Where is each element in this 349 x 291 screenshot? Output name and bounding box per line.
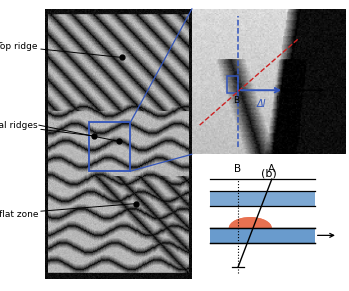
- Text: Central flat zone: Central flat zone: [0, 204, 136, 219]
- Ellipse shape: [229, 217, 272, 239]
- Text: Lateral ridges: Lateral ridges: [0, 120, 94, 136]
- Bar: [192, 228, 346, 279]
- Text: $\vec{l}$: $\vec{l}$: [341, 228, 348, 243]
- Bar: [227, 76, 238, 93]
- Text: $\vec{l}$: $\vec{l}$: [330, 83, 336, 98]
- Bar: [207, 228, 330, 279]
- Bar: [89, 123, 131, 171]
- Bar: [210, 191, 315, 206]
- Bar: [210, 228, 315, 243]
- Bar: [210, 228, 315, 243]
- Ellipse shape: [229, 217, 272, 239]
- Text: A: A: [283, 96, 289, 105]
- Text: (b): (b): [261, 169, 277, 179]
- Text: (a): (a): [111, 290, 126, 291]
- Text: B: B: [233, 96, 239, 105]
- Text: A: A: [268, 164, 275, 174]
- Text: B: B: [235, 164, 242, 174]
- Text: Top ridge: Top ridge: [0, 42, 121, 57]
- Text: Δl: Δl: [257, 99, 266, 109]
- Bar: [210, 228, 315, 243]
